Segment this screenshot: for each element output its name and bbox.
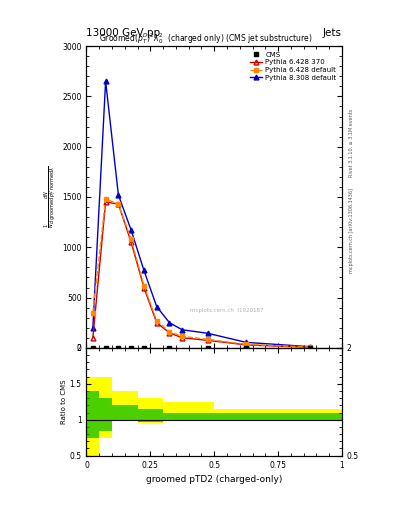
- Pythia 6.428 default: [129, 236, 134, 242]
- Text: Rivet 3.1.10, ≥ 3.1M events: Rivet 3.1.10, ≥ 3.1M events: [349, 109, 354, 178]
- Pythia 6.428 370: [308, 344, 312, 350]
- Pythia 6.428 370: [116, 201, 121, 207]
- CMS: [103, 345, 108, 351]
- Pythia 8.308 default: [180, 327, 185, 333]
- CMS: [206, 345, 210, 351]
- Pythia 8.308 default: [116, 192, 121, 198]
- Line: Pythia 6.428 370: Pythia 6.428 370: [90, 200, 312, 350]
- Pythia 8.308 default: [129, 227, 134, 233]
- Pythia 6.428 370: [129, 239, 134, 245]
- Pythia 8.308 default: [90, 325, 95, 331]
- Text: mcplots.cern.ch  I1920187: mcplots.cern.ch I1920187: [190, 308, 264, 313]
- Pythia 6.428 default: [154, 317, 159, 324]
- CMS: [141, 345, 146, 351]
- Pythia 6.428 370: [244, 342, 248, 348]
- Line: Pythia 8.308 default: Pythia 8.308 default: [90, 79, 312, 349]
- Pythia 6.428 370: [154, 319, 159, 326]
- Pythia 6.428 default: [116, 201, 121, 207]
- Pythia 8.308 default: [103, 78, 108, 84]
- Pythia 8.308 default: [167, 319, 172, 326]
- Pythia 8.308 default: [206, 330, 210, 336]
- CMS: [244, 345, 248, 351]
- CMS: [167, 345, 172, 351]
- Pythia 8.308 default: [308, 344, 312, 350]
- Pythia 6.428 default: [90, 310, 95, 316]
- Line: Pythia 6.428 default: Pythia 6.428 default: [91, 197, 312, 349]
- Pythia 8.308 default: [141, 267, 146, 273]
- Pythia 8.308 default: [244, 339, 248, 346]
- Pythia 6.428 370: [180, 335, 185, 341]
- Pythia 6.428 370: [141, 285, 146, 291]
- CMS: [116, 345, 121, 351]
- CMS: [308, 345, 312, 351]
- Pythia 6.428 default: [167, 329, 172, 335]
- Text: Jets: Jets: [323, 28, 342, 38]
- Pythia 6.428 default: [206, 336, 210, 343]
- Text: mcplots.cern.ch [arXiv:1306.3436]: mcplots.cern.ch [arXiv:1306.3436]: [349, 188, 354, 273]
- Pythia 6.428 default: [103, 196, 108, 202]
- Y-axis label: Ratio to CMS: Ratio to CMS: [61, 379, 67, 424]
- Pythia 6.428 370: [206, 337, 210, 344]
- Legend: CMS, Pythia 6.428 370, Pythia 6.428 default, Pythia 8.308 default: CMS, Pythia 6.428 370, Pythia 6.428 defa…: [248, 50, 338, 83]
- CMS: [129, 345, 134, 351]
- Pythia 6.428 default: [244, 342, 248, 348]
- Text: 13000 GeV pp: 13000 GeV pp: [86, 28, 161, 38]
- Line: CMS: CMS: [91, 346, 312, 350]
- Pythia 6.428 370: [103, 199, 108, 205]
- Pythia 6.428 370: [90, 335, 95, 341]
- X-axis label: groomed pTD2 (charged-only): groomed pTD2 (charged-only): [146, 475, 283, 484]
- Pythia 6.428 default: [180, 333, 185, 339]
- Pythia 6.428 default: [308, 344, 312, 350]
- CMS: [90, 345, 95, 351]
- Text: Groomed$(p_T^D)^2\lambda_0^2$  (charged only) (CMS jet substructure): Groomed$(p_T^D)^2\lambda_0^2$ (charged o…: [99, 31, 313, 46]
- Pythia 6.428 default: [141, 283, 146, 289]
- Pythia 8.308 default: [154, 304, 159, 310]
- Y-axis label: $\frac{1}{N}\frac{dN}{d\,\mathrm{groomed}\,p_T^D\,\mathrm{normed}\,\lambda}$: $\frac{1}{N}\frac{dN}{d\,\mathrm{groomed…: [43, 165, 59, 228]
- Pythia 6.428 370: [167, 330, 172, 336]
